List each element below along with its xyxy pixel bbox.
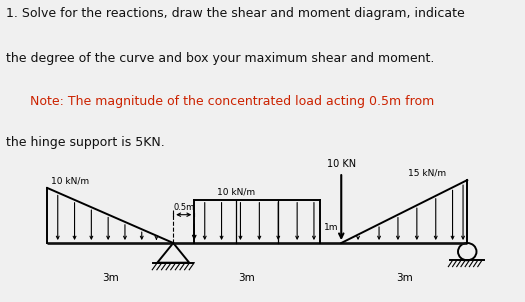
Text: 1m: 1m xyxy=(324,223,339,232)
Text: 15 kN/m: 15 kN/m xyxy=(408,168,447,177)
Text: Note: The magnitude of the concentrated load acting 0.5m from: Note: The magnitude of the concentrated … xyxy=(6,95,435,108)
Text: the degree of the curve and box your maximum shear and moment.: the degree of the curve and box your max… xyxy=(6,52,435,65)
Text: 10 KN: 10 KN xyxy=(327,159,355,169)
Text: 0.5m: 0.5m xyxy=(173,203,194,212)
Text: 10 kN/m: 10 kN/m xyxy=(217,188,256,197)
Text: 1. Solve for the reactions, draw the shear and moment diagram, indicate: 1. Solve for the reactions, draw the she… xyxy=(6,7,465,20)
Text: 3m: 3m xyxy=(238,272,255,282)
Text: 3m: 3m xyxy=(396,272,413,282)
Text: the hinge support is 5KN.: the hinge support is 5KN. xyxy=(6,136,165,149)
Text: 3m: 3m xyxy=(102,272,119,282)
Text: 10 kN/m: 10 kN/m xyxy=(50,176,89,185)
